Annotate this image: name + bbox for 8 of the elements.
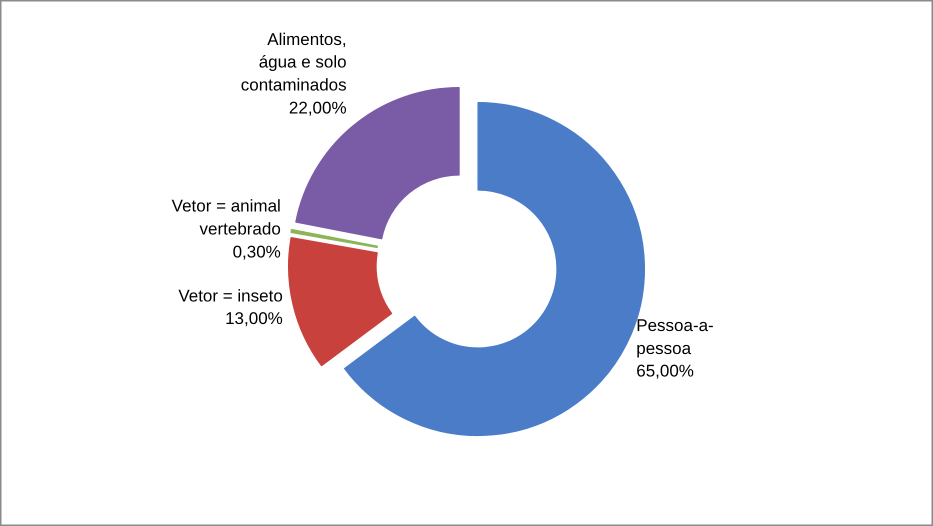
data-label: 65,00% xyxy=(636,362,694,381)
slice-label: Vetor = inseto xyxy=(178,286,283,306)
data-label: 0,30% xyxy=(232,242,281,262)
data-label: 13,00% xyxy=(225,309,283,328)
slice-label: Vetor = animal vertebrado xyxy=(172,196,281,238)
slice-label: Pessoa-a-pessoa xyxy=(636,316,714,358)
data-label: 22,00% xyxy=(288,98,347,118)
slice-label: Alimentos, água e solo contaminados xyxy=(240,30,347,95)
